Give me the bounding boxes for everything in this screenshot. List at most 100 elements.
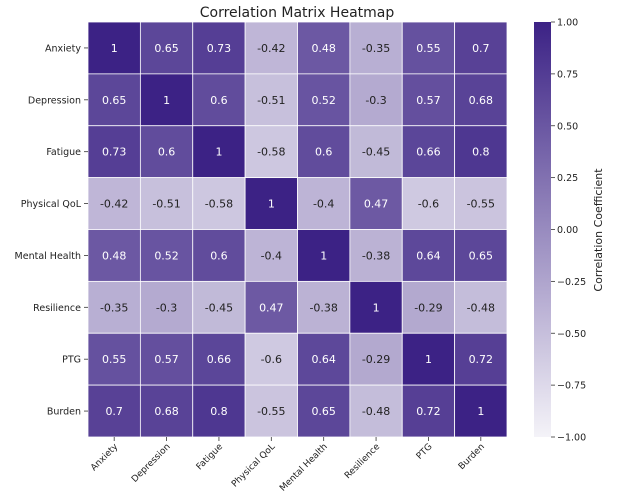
cell-value-label: 1 (215, 146, 222, 159)
cell-value-label: 0.68 (469, 94, 494, 107)
cell-value-label: 1 (373, 301, 380, 314)
heatmap-cell (349, 229, 403, 282)
cell-value-label: -0.55 (467, 198, 495, 211)
cell-value-label: 0.47 (364, 198, 389, 211)
cell-value-label: -0.35 (362, 42, 390, 55)
row-label: Anxiety (45, 43, 81, 54)
heatmap-cell (454, 384, 508, 438)
cell-value-label: -0.51 (152, 198, 180, 211)
row-label: Resilience (33, 303, 81, 314)
cell-value-label: -0.38 (309, 301, 337, 314)
heatmap-cell (297, 332, 351, 386)
cell-value-label: 1 (163, 94, 170, 107)
heatmap-cell (297, 280, 351, 334)
cell-value-label: 0.48 (102, 249, 127, 262)
cell-value-label: 0.64 (311, 353, 336, 366)
column-label: Anxiety (89, 442, 121, 474)
cell-value-label: 0.65 (154, 42, 179, 55)
cell-value-label: -0.58 (257, 146, 285, 159)
cell-value-label: 1 (477, 405, 484, 418)
colorbar-tick-label: 0.00 (557, 225, 578, 236)
heatmap-cell (454, 73, 508, 127)
cell-value-label: -0.6 (418, 198, 439, 211)
colorbar-tick-label: −0.75 (557, 381, 586, 392)
heatmap-cell (244, 229, 298, 282)
heatmap-cell (401, 125, 456, 179)
colorbar-tick-label: −0.50 (557, 329, 586, 340)
cell-value-label: 0.47 (259, 301, 284, 314)
colorbar-tick-label: 0.50 (557, 121, 578, 132)
cell-value-label: 0.6 (315, 146, 333, 159)
cell-value-label: 0.64 (416, 249, 441, 262)
cell-value-label: -0.3 (156, 301, 177, 314)
cell-value-label: -0.6 (261, 353, 282, 366)
colorbar-tick-label: −0.25 (557, 277, 586, 288)
cell-value-label: -0.3 (365, 94, 386, 107)
column-label: Mental Health (278, 442, 330, 494)
cell-value-label: -0.58 (205, 198, 233, 211)
heatmap-cell (454, 332, 508, 386)
cell-value-label: -0.29 (362, 353, 390, 366)
heatmap-cell (454, 21, 508, 75)
cell-value-label: 0.66 (416, 146, 441, 159)
heatmap-cell (349, 21, 403, 75)
cell-value-label: 0.52 (311, 94, 336, 107)
row-label: Burden (47, 407, 81, 418)
row-label: Fatigue (46, 147, 81, 158)
cell-value-label: 0.55 (102, 353, 127, 366)
cell-value-label: 0.57 (154, 353, 179, 366)
heatmap-cell (139, 125, 194, 179)
cell-value-label: 0.65 (469, 249, 494, 262)
cell-value-label: 0.8 (472, 146, 490, 159)
cell-value-label: -0.29 (414, 301, 442, 314)
cell-value-label: 0.73 (207, 42, 232, 55)
heatmap-cell (297, 384, 351, 438)
heatmap-cell (139, 21, 194, 75)
heatmap-cell (87, 21, 141, 75)
cell-value-label: -0.4 (261, 249, 282, 262)
heatmap-cell (297, 125, 351, 179)
heatmap-cell (349, 332, 403, 386)
column-label: Physical QoL (230, 442, 277, 489)
heatmap-cell (401, 332, 456, 386)
heatmap-cell (192, 125, 246, 179)
cell-value-label: -0.48 (362, 405, 390, 418)
cell-value-label: 0.65 (102, 94, 127, 107)
heatmap-cell (192, 280, 246, 334)
column-labels: Anxiety Depression Fatigue Physical QoL Ment… (89, 437, 487, 494)
heatmap-cell (139, 332, 194, 386)
heatmap-cell (192, 332, 246, 386)
cell-value-label: 0.73 (102, 146, 127, 159)
cell-value-label: 0.66 (207, 353, 232, 366)
heatmap-cell (87, 332, 141, 386)
column-label: PTG (415, 442, 435, 462)
cell-value-label: 0.72 (469, 353, 494, 366)
cell-value-label: -0.45 (362, 146, 390, 159)
cell-value-label: 1 (111, 42, 118, 55)
cell-value-label: -0.38 (362, 249, 390, 262)
cell-value-label: -0.45 (205, 301, 233, 314)
cell-value-label: -0.51 (257, 94, 285, 107)
heatmap-cell (401, 229, 456, 282)
heatmap-cell (244, 21, 298, 75)
chart-title: Correlation Matrix Heatmap (200, 5, 395, 21)
cell-value-label: 0.8 (210, 405, 228, 418)
heatmap-cell (401, 177, 456, 230)
cell-value-label: 0.57 (416, 94, 441, 107)
colorbar-tick-label: −1.00 (557, 433, 586, 444)
heatmap-cell (244, 125, 298, 179)
cell-value-label: -0.35 (100, 301, 128, 314)
cell-value-label: 1 (320, 249, 327, 262)
heatmap-cells: 1 0.65 0.73 -0.42 0.48 -0.35 0.55 0.7 0.65 1 0.6 -0… (87, 21, 508, 438)
heatmap-cell (349, 73, 403, 127)
heatmap-cell (454, 229, 508, 282)
column-label: Burden (457, 442, 487, 472)
cell-value-label: 0.65 (311, 405, 336, 418)
heatmap-cell (454, 125, 508, 179)
heatmap-cell (297, 177, 351, 230)
cell-value-label: -0.42 (257, 42, 285, 55)
cell-value-label: -0.55 (257, 405, 285, 418)
heatmap-cell (87, 177, 141, 230)
heatmap-cell (244, 177, 298, 230)
cell-value-label: 0.52 (154, 249, 179, 262)
